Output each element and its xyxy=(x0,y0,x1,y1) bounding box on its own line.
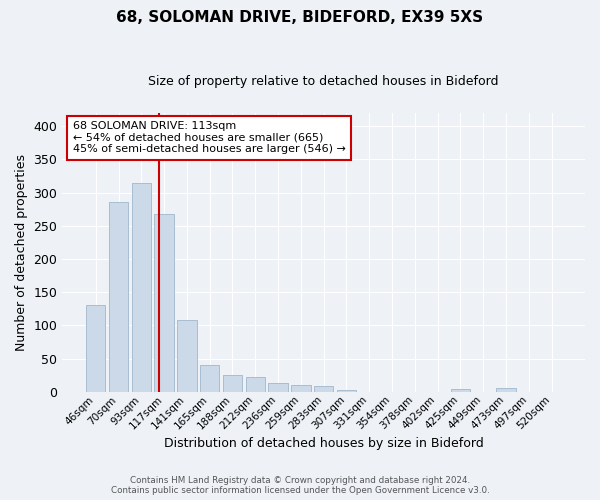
Title: Size of property relative to detached houses in Bideford: Size of property relative to detached ho… xyxy=(148,75,499,88)
Bar xyxy=(200,365,220,392)
Text: 68 SOLOMAN DRIVE: 113sqm
← 54% of detached houses are smaller (665)
45% of semi-: 68 SOLOMAN DRIVE: 113sqm ← 54% of detach… xyxy=(73,121,346,154)
Bar xyxy=(268,383,288,392)
Bar xyxy=(337,390,356,392)
Bar xyxy=(245,377,265,392)
Text: Contains HM Land Registry data © Crown copyright and database right 2024.
Contai: Contains HM Land Registry data © Crown c… xyxy=(110,476,490,495)
Bar xyxy=(131,182,151,392)
Bar xyxy=(109,202,128,392)
Y-axis label: Number of detached properties: Number of detached properties xyxy=(15,154,28,351)
Bar xyxy=(223,375,242,392)
Text: 68, SOLOMAN DRIVE, BIDEFORD, EX39 5XS: 68, SOLOMAN DRIVE, BIDEFORD, EX39 5XS xyxy=(116,10,484,25)
Bar xyxy=(291,385,311,392)
Bar xyxy=(154,214,174,392)
Bar xyxy=(314,386,334,392)
Bar xyxy=(86,306,106,392)
Bar xyxy=(451,389,470,392)
Bar xyxy=(496,388,515,392)
X-axis label: Distribution of detached houses by size in Bideford: Distribution of detached houses by size … xyxy=(164,437,484,450)
Bar xyxy=(177,320,197,392)
